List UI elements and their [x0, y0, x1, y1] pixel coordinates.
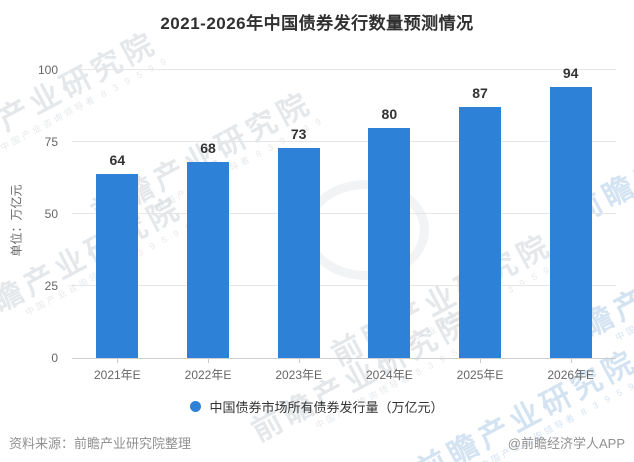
x-axis-category-label: 2022年E — [184, 368, 232, 382]
gridline — [72, 141, 616, 142]
footer: 资料来源：前瞻产业研究院整理 @前瞻经济学人APP — [0, 433, 634, 452]
bar-column: 68 — [163, 70, 254, 363]
plot-area: 64 68 73 80 87 94 — [72, 65, 616, 363]
gridline — [72, 213, 616, 214]
bar: 80 — [368, 106, 411, 358]
y-axis-tick-label: 75 — [44, 135, 58, 149]
credit-text: @前瞻经济学人APP — [507, 436, 625, 451]
x-axis-tick — [298, 359, 300, 363]
y-axis-tick-label: 0 — [51, 351, 58, 365]
y-axis-tick-label: 100 — [37, 63, 58, 77]
bar-value-label: 80 — [381, 105, 398, 122]
legend-marker-icon — [190, 401, 202, 412]
bar-column: 87 — [435, 70, 526, 363]
source-text: 资料来源：前瞻产业研究院整理 — [9, 436, 192, 451]
legend-label: 中国债券市场所有债券发行量（万亿元） — [209, 400, 444, 415]
x-axis-category-label: 2026年E — [547, 368, 595, 382]
x-axis-category-label: 2024年E — [366, 368, 413, 382]
bar-column: 80 — [344, 70, 435, 363]
x-axis-category-label: 2023年E — [275, 368, 323, 382]
bar-column: 64 — [72, 70, 163, 363]
bar-column: 94 — [525, 65, 616, 363]
bar: 64 — [96, 152, 139, 358]
y-axis-unit-label: 单位：万亿元 — [9, 184, 24, 257]
gridline — [72, 285, 616, 286]
bar-value-label: 68 — [200, 140, 216, 157]
x-axis-tick — [480, 359, 482, 363]
bar: 68 — [187, 140, 229, 358]
bar-value-label: 94 — [562, 65, 579, 82]
y-axis-tick-label: 50 — [44, 207, 58, 221]
chart-title: 2021-2026年中国债券发行数量预测情况 — [160, 14, 474, 33]
x-axis-tick — [570, 359, 572, 363]
x-axis-tick — [117, 359, 119, 363]
y-axis-labels: 0 25 50 75 100 — [0, 63, 64, 365]
gridline — [72, 69, 616, 70]
bar-column: 73 — [253, 70, 344, 363]
x-axis-tick — [208, 359, 209, 363]
bar: 94 — [549, 65, 592, 358]
x-axis-category-label: 2021年E — [93, 368, 141, 382]
bar-value-label: 87 — [472, 85, 488, 102]
y-axis-tick-label: 25 — [44, 279, 58, 293]
x-axis-labels: 2021年E 2022年E 2023年E 2024年E 2025年E 2026年E — [72, 366, 616, 383]
bar: 87 — [459, 85, 502, 358]
legend: 中国债券市场所有债券发行量（万亿元） — [0, 397, 634, 416]
bar-value-label: 64 — [109, 151, 126, 168]
bar: 73 — [277, 126, 320, 358]
x-axis-category-label: 2025年E — [456, 368, 504, 382]
bars-row: 64 68 73 80 87 94 — [72, 65, 616, 363]
x-axis-tick — [389, 359, 391, 363]
bar-value-label: 73 — [290, 125, 307, 142]
